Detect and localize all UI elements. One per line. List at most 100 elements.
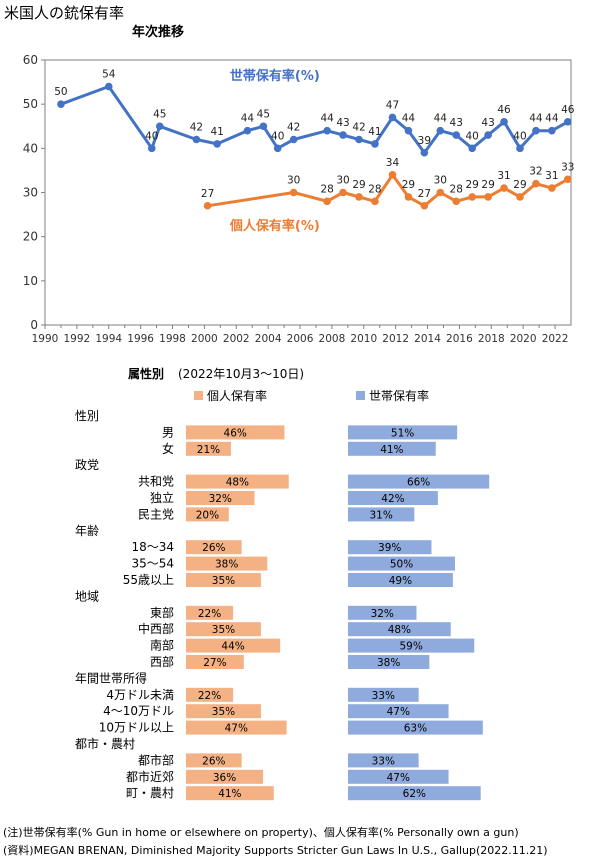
data-point-household [420, 148, 429, 157]
bar-personal [186, 441, 231, 456]
data-label-household: 50 [54, 86, 67, 98]
bar-household [348, 573, 453, 587]
data-point-household [516, 144, 524, 153]
series-label-household: 世帯保有率(%) [230, 68, 320, 84]
bar-personal [186, 622, 261, 637]
y-tick-label: 40 [23, 141, 38, 155]
bar-value-household: 47% [387, 706, 410, 718]
data-label-household: 44 [320, 113, 334, 125]
bar-value-personal: 21% [197, 444, 220, 456]
data-label-household: 46 [561, 104, 575, 116]
data-point-personal [203, 201, 212, 210]
bar-household [348, 687, 419, 702]
data-point-household [243, 126, 252, 135]
bar-personal [186, 655, 244, 669]
bar-value-personal: 32% [209, 493, 232, 505]
bar-value-household: 59% [399, 641, 422, 653]
y-tick-label: 10 [23, 274, 38, 288]
x-tick-label: 2004 [255, 333, 282, 345]
bar-value-household: 42% [381, 493, 404, 505]
data-label-household: 45 [153, 108, 166, 120]
row-label: 中西部 [138, 621, 174, 636]
bar-household [348, 441, 436, 456]
bar-personal [186, 605, 234, 620]
data-label-personal: 29 [352, 179, 365, 191]
data-label-personal: 31 [497, 170, 510, 182]
data-label-household: 44 [241, 113, 255, 125]
row-label: 男 [162, 425, 174, 439]
data-point-household [192, 135, 201, 144]
data-point-household [371, 140, 379, 148]
bar-household [348, 491, 438, 505]
legend-swatch-personal [194, 391, 203, 400]
data-label-household: 41 [368, 126, 381, 138]
data-point-household [213, 140, 221, 148]
bar-personal [186, 573, 261, 587]
data-label-household: 44 [402, 113, 416, 125]
data-point-household [57, 100, 65, 108]
bar-household [348, 704, 449, 719]
bar-household [348, 753, 419, 768]
group-label: 性別 [75, 409, 99, 423]
row-label: 都市部 [138, 752, 174, 767]
row-label: 55歳以上 [123, 573, 174, 587]
x-tick-label: 2008 [319, 333, 346, 345]
data-label-personal: 27 [418, 188, 431, 200]
data-label-personal: 30 [287, 175, 300, 187]
bar-chart-title: 属性別 [128, 366, 164, 381]
x-tick-label: 1994 [95, 333, 122, 345]
data-point-personal [452, 197, 461, 206]
group-label: 年齢 [75, 523, 99, 538]
bar-household [348, 638, 475, 653]
bar-value-household: 47% [387, 772, 410, 784]
row-label: 南部 [150, 638, 174, 653]
data-point-personal [468, 193, 476, 201]
data-point-household [147, 144, 156, 153]
bar-value-household: 41% [380, 444, 403, 456]
data-label-personal: 29 [513, 179, 526, 191]
bar-value-household: 49% [389, 575, 412, 587]
data-point-household [468, 144, 476, 153]
bar-value-household: 33% [372, 690, 395, 702]
data-label-household: 43 [481, 117, 494, 129]
data-point-personal [371, 197, 379, 206]
data-label-personal: 29 [402, 179, 415, 191]
bar-personal [186, 507, 229, 522]
bar-personal [186, 474, 289, 489]
data-label-personal: 28 [450, 183, 463, 195]
data-label-household: 40 [465, 130, 478, 142]
data-label-personal: 28 [320, 183, 333, 195]
data-point-personal [404, 193, 413, 201]
x-tick-label: 2000 [191, 333, 218, 345]
data-label-personal: 34 [386, 157, 400, 169]
data-point-household [436, 126, 445, 135]
bar-value-personal: 48% [226, 477, 249, 489]
bar-value-household: 31% [369, 509, 392, 521]
data-point-personal [564, 175, 572, 184]
line-chart: 年次推移 0 10 20 30 40 50 60 1990 1992 1994 1996 1998 200… [23, 24, 575, 345]
data-point-personal [289, 188, 298, 197]
data-point-household [273, 144, 282, 153]
group-label: 政党 [75, 457, 99, 472]
bar-household [348, 769, 449, 784]
legend-label-household: 世帯保有率 [369, 388, 429, 403]
data-label-personal: 31 [545, 170, 558, 182]
x-tick-label: 2020 [510, 333, 537, 345]
x-tick-label: 2022 [542, 333, 569, 345]
data-point-personal [532, 179, 540, 188]
bar-household [348, 474, 490, 489]
bar-value-personal: 47% [225, 723, 248, 735]
data-point-household [104, 82, 113, 91]
bar-value-personal: 22% [198, 690, 221, 702]
bar-value-household: 38% [377, 657, 400, 669]
bar-household [348, 622, 451, 637]
data-label-household: 54 [102, 69, 116, 81]
data-point-household [404, 126, 413, 135]
bar-value-household: 51% [391, 427, 414, 439]
x-tick-label: 2016 [446, 333, 473, 345]
bar-value-personal: 27% [203, 657, 226, 669]
data-point-household [484, 131, 492, 139]
y-tick-label: 30 [23, 186, 38, 200]
bar-value-household: 63% [404, 723, 427, 735]
data-label-personal: 29 [481, 179, 494, 191]
